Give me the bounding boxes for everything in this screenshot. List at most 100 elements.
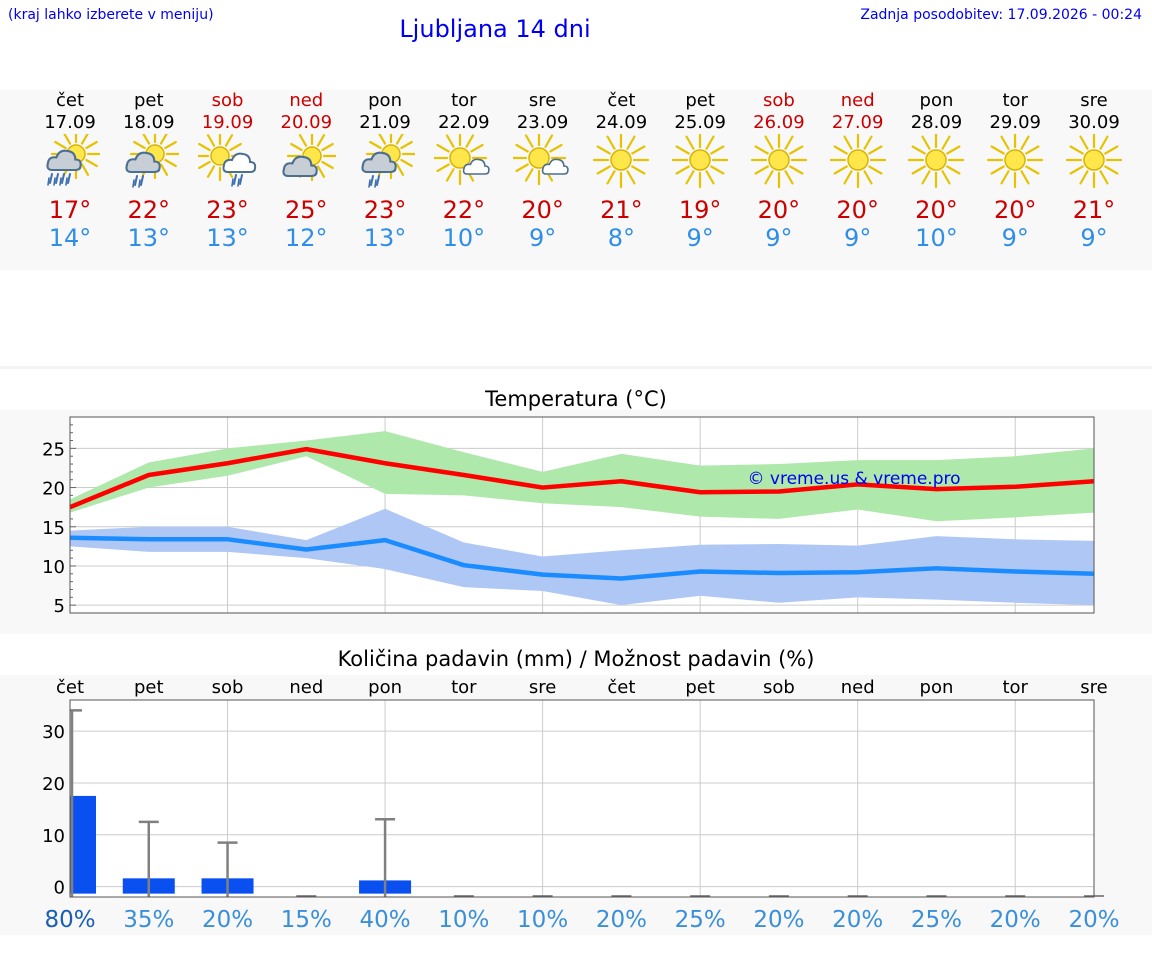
min-temp: 8° bbox=[607, 224, 636, 252]
day-column: čet 24.09 21° 8° bbox=[582, 90, 660, 252]
day-date: 27.09 bbox=[831, 112, 884, 133]
day-date: 26.09 bbox=[753, 112, 805, 133]
min-temp: 12° bbox=[285, 224, 328, 252]
max-temp: 21° bbox=[600, 196, 643, 224]
max-temp: 19° bbox=[678, 196, 722, 224]
rain-heavy-cloud-sun-icon bbox=[46, 134, 100, 186]
day-date: 17.09 bbox=[44, 112, 96, 133]
precipitation-chart-title: Količina padavin (mm) / Možnost padavin … bbox=[337, 647, 815, 671]
temperature-plot-border bbox=[69, 416, 1095, 614]
max-temp: 22° bbox=[442, 196, 486, 224]
precip-chance-label: 80% bbox=[44, 907, 95, 933]
max-temp-line bbox=[69, 446, 1095, 510]
max-temp: 20° bbox=[836, 196, 879, 224]
precip-category-label: tor bbox=[451, 677, 477, 698]
min-temp: 9° bbox=[686, 224, 714, 252]
min-temp: 10° bbox=[442, 224, 486, 252]
precip-category-label: ned bbox=[289, 677, 323, 698]
day-column: sre 30.09 21° 9° bbox=[1055, 90, 1133, 252]
sun-icon bbox=[672, 134, 729, 189]
sun-icon bbox=[1065, 134, 1123, 189]
precip-chance-label: 25% bbox=[911, 907, 962, 933]
sun-icon bbox=[750, 134, 808, 189]
sun-icon bbox=[908, 134, 965, 189]
precip-chance-label: 40% bbox=[360, 907, 411, 933]
day-name: sob bbox=[763, 90, 795, 111]
rain-cloud-sun-icon bbox=[125, 134, 179, 188]
day-column: tor 22.09 22° 10° bbox=[425, 90, 503, 252]
day-name: tor bbox=[1002, 90, 1028, 111]
day-name: pon bbox=[368, 90, 402, 111]
precip-chance-label: 20% bbox=[1068, 907, 1119, 933]
day-date: 21.09 bbox=[359, 112, 411, 133]
precip-category-label: sob bbox=[763, 677, 795, 698]
max-temp: 20° bbox=[521, 196, 564, 224]
day-name: čet bbox=[607, 90, 636, 111]
precip-category-label: pon bbox=[920, 677, 954, 698]
max-temp: 25° bbox=[285, 196, 328, 224]
precip-category-label: pet bbox=[134, 677, 164, 698]
day-column: pet 25.09 19° 9° bbox=[661, 90, 739, 252]
precip-category-label: sre bbox=[1080, 677, 1107, 698]
precip-category-label: pon bbox=[368, 677, 402, 698]
day-column: čet 17.09 17° 14° bbox=[31, 90, 109, 252]
max-temp: 22° bbox=[127, 196, 171, 224]
day-date: 19.09 bbox=[201, 112, 254, 133]
cloud-sun-icon bbox=[282, 134, 337, 182]
precip-chance-label: 10% bbox=[438, 907, 489, 933]
day-column: sob 19.09 23° 13° bbox=[189, 90, 267, 252]
day-date: 24.09 bbox=[595, 112, 648, 133]
temperature-y-tick-label: 5 bbox=[54, 596, 65, 617]
max-temp: 20° bbox=[915, 196, 958, 224]
temperature-y-tick-label: 20 bbox=[42, 479, 65, 500]
min-temp: 10° bbox=[915, 224, 958, 252]
day-column: sob 26.09 20° 9° bbox=[740, 90, 818, 252]
precip-chance-label: 10% bbox=[517, 907, 568, 933]
day-column: ned 20.09 25° 12° bbox=[267, 90, 345, 252]
sun-icon bbox=[987, 134, 1044, 189]
precip-chance-label: 20% bbox=[753, 907, 804, 933]
sun-icon bbox=[593, 134, 650, 189]
min-temp: 13° bbox=[363, 224, 407, 252]
precip-chance-label: 25% bbox=[675, 907, 726, 933]
page-title: Ljubljana 14 dni bbox=[399, 15, 591, 43]
sun-rain-cloud-icon bbox=[197, 134, 256, 187]
min-temp: 9° bbox=[1001, 224, 1029, 252]
day-column: pon 21.09 23° 13° bbox=[346, 90, 424, 252]
min-temp-line bbox=[69, 535, 1095, 581]
precip-y-tick-label: 30 bbox=[42, 722, 65, 743]
min-temp: 13° bbox=[127, 224, 171, 252]
day-name: sob bbox=[211, 90, 244, 111]
day-name: ned bbox=[289, 90, 324, 111]
day-column: ned 27.09 20° 9° bbox=[819, 90, 897, 252]
location-menu-hint: (kraj lahko izberete v meniju) bbox=[8, 7, 214, 23]
day-name: pet bbox=[685, 90, 715, 111]
max-temp: 21° bbox=[1072, 196, 1116, 224]
max-temp: 23° bbox=[363, 196, 407, 224]
day-column: pet 18.09 22° 13° bbox=[110, 90, 188, 252]
max-temp: 17° bbox=[48, 196, 92, 224]
day-name: pon bbox=[919, 90, 954, 111]
temperature-y-tick-label: 10 bbox=[42, 557, 65, 578]
day-date: 30.09 bbox=[1068, 112, 1120, 133]
day-column: tor 29.09 20° 9° bbox=[976, 90, 1054, 252]
precip-category-label: tor bbox=[1002, 677, 1028, 698]
precip-chance-label: 20% bbox=[202, 907, 253, 933]
copyright-watermark: © vreme.us & vreme.pro bbox=[747, 469, 960, 489]
sun-small-cloud-icon bbox=[433, 134, 490, 186]
precip-chance-label: 20% bbox=[832, 907, 883, 933]
precip-category-label: sob bbox=[212, 677, 244, 698]
precip-y-tick-label: 0 bbox=[54, 878, 65, 899]
day-column: sre 23.09 20° 9° bbox=[504, 90, 582, 252]
temperature-chart-title: Temperatura (°C) bbox=[485, 387, 667, 411]
day-name: sre bbox=[1080, 90, 1108, 111]
min-temp: 9° bbox=[844, 224, 872, 252]
day-date: 22.09 bbox=[438, 112, 490, 133]
day-date: 23.09 bbox=[516, 112, 569, 133]
precip-category-label: čet bbox=[56, 677, 84, 698]
day-name: sre bbox=[528, 90, 557, 111]
day-name: čet bbox=[55, 90, 85, 111]
precip-bar bbox=[70, 795, 96, 894]
precip-category-label: čet bbox=[607, 677, 635, 698]
